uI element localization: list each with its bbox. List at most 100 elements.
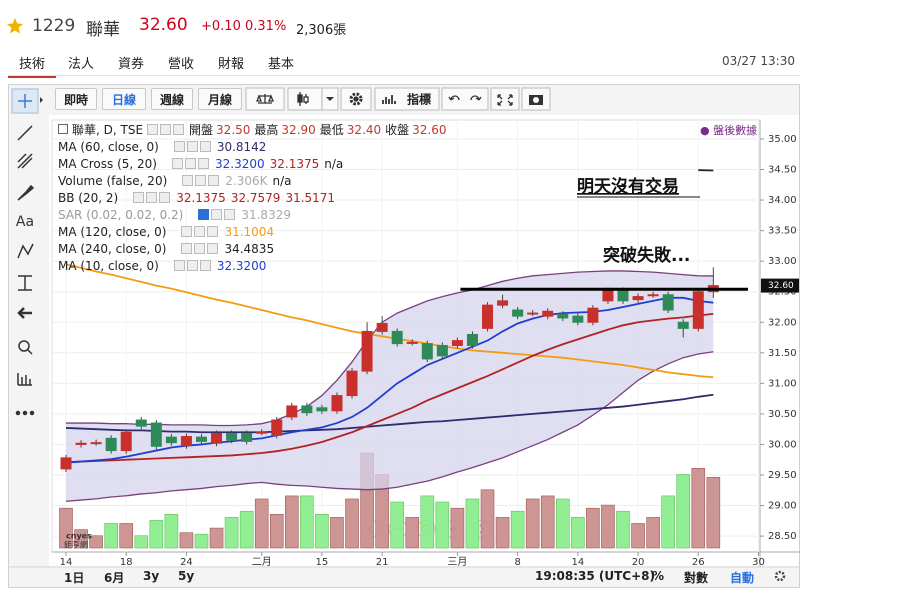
study-name[interactable]: SAR (0.02, 0.02, 0.2): [58, 208, 184, 222]
candle-body: [346, 370, 358, 397]
side-toolbar: [9, 85, 49, 567]
study-icon[interactable]: [184, 158, 196, 169]
candle-body: [436, 344, 448, 357]
candle-body: [75, 442, 87, 445]
indicator-label[interactable]: 指標: [407, 92, 431, 107]
study-icon[interactable]: [199, 141, 211, 152]
range-button[interactable]: 6月: [104, 571, 125, 585]
volume-bar: [345, 498, 359, 549]
study-icon[interactable]: [171, 158, 183, 169]
study-value: 34.4835: [224, 242, 275, 256]
study-icon[interactable]: [208, 175, 220, 186]
bottom-settings[interactable]: [774, 570, 786, 582]
study-icon[interactable]: [207, 243, 219, 254]
study-icon[interactable]: [195, 175, 207, 186]
interval-button[interactable]: 週線: [151, 88, 193, 110]
after-hours-link[interactable]: ● 盤後數據: [700, 123, 757, 137]
study-icon[interactable]: [159, 192, 171, 203]
study-value: 32.3200: [214, 157, 265, 171]
study-icon[interactable]: [224, 209, 236, 220]
tool-pattern[interactable]: [17, 243, 34, 259]
study-icon[interactable]: [181, 226, 193, 237]
study-icon[interactable]: [186, 141, 198, 152]
legend-icon[interactable]: [160, 124, 172, 135]
tool-line[interactable]: [17, 125, 33, 141]
volume-bar: [571, 517, 585, 549]
candle-body: [90, 442, 102, 445]
candle-body: [256, 431, 268, 434]
study-name[interactable]: MA (10, close, 0): [58, 259, 159, 273]
study-icon[interactable]: [186, 260, 198, 271]
study-icon[interactable]: [133, 192, 145, 203]
range-button[interactable]: 1日: [64, 571, 85, 585]
study-value: 31.8329: [241, 208, 291, 222]
study-icon[interactable]: [146, 192, 158, 203]
tool-crosshair[interactable]: [18, 94, 32, 108]
tool-crosshair-bg[interactable]: [11, 88, 39, 114]
collapse-icon[interactable]: [58, 124, 68, 134]
logo-brand: cnyes: [66, 532, 92, 541]
y-tick-label: 34.00: [768, 195, 797, 206]
volume-bar: [616, 510, 630, 549]
study-name[interactable]: Volume (false, 20): [58, 174, 168, 188]
study-name[interactable]: MA Cross (5, 20): [58, 157, 157, 171]
tool-text[interactable]: Aa: [16, 214, 34, 230]
ohlc-value: 32.50: [216, 123, 251, 137]
study-icon[interactable]: [173, 260, 185, 271]
study-icon[interactable]: [198, 209, 210, 220]
tool-zoom[interactable]: [18, 340, 30, 352]
x-tick-label: 26: [692, 557, 705, 568]
legend-icon[interactable]: [147, 124, 159, 135]
study-icon[interactable]: [182, 175, 194, 186]
indicator-line: [65, 296, 714, 464]
tool-measure[interactable]: [18, 275, 32, 291]
study-icon[interactable]: [211, 209, 223, 220]
tab[interactable]: 營收: [168, 57, 195, 72]
tab[interactable]: 基本: [268, 57, 295, 72]
interval-button[interactable]: 月線: [198, 88, 242, 110]
study-icon[interactable]: [173, 141, 185, 152]
interval-button[interactable]: 日線: [102, 88, 146, 110]
ohlc-value: 32.60: [412, 123, 447, 137]
study-name[interactable]: MA (240, close, 0): [58, 242, 167, 256]
percent-toggle[interactable]: %: [652, 569, 665, 583]
tool-fib[interactable]: [17, 153, 33, 169]
study-icon[interactable]: [181, 243, 193, 254]
range-button[interactable]: 3y: [143, 569, 160, 583]
tool-arrow[interactable]: [17, 307, 32, 319]
indicator-button[interactable]: [374, 87, 440, 111]
auto-toggle[interactable]: 自動: [730, 571, 755, 585]
tab[interactable]: 資券: [118, 57, 145, 72]
volume-bar: [119, 523, 134, 549]
fullscreen-button[interactable]: [490, 87, 520, 111]
study-name[interactable]: MA (60, close, 0): [58, 140, 159, 154]
study-icon[interactable]: [207, 226, 219, 237]
tool-brush[interactable]: [17, 184, 35, 201]
y-tick-label: 32.00: [768, 317, 797, 328]
study-icon[interactable]: [194, 243, 206, 254]
range-button[interactable]: 5y: [178, 569, 195, 583]
candle-body: [512, 309, 524, 317]
volume-bar: [661, 495, 675, 549]
volume-bar: [706, 477, 721, 549]
tab[interactable]: 財報: [218, 57, 245, 72]
study-name[interactable]: MA (120, close, 0): [58, 225, 167, 239]
study-icon[interactable]: [194, 226, 206, 237]
study-icon[interactable]: [197, 158, 209, 169]
undo-redo[interactable]: [441, 87, 489, 111]
tab[interactable]: 技術: [8, 53, 57, 78]
study-name[interactable]: BB (20, 2): [58, 191, 119, 205]
tab[interactable]: 法人: [68, 57, 95, 72]
candle-body: [361, 330, 373, 372]
logo-name: 鉅亨網: [64, 540, 88, 550]
log-toggle[interactable]: 對數: [684, 571, 709, 585]
volume-bar: [330, 517, 344, 549]
study-icon[interactable]: [199, 260, 211, 271]
legend-row: MA Cross (5, 20) 32.3200 32.1375 n/a: [58, 156, 447, 173]
favorite-star[interactable]: [6, 17, 24, 35]
bottom-bar: [9, 568, 799, 587]
tool-ruler[interactable]: [17, 373, 32, 386]
interval-button[interactable]: 即時: [55, 88, 97, 110]
legend-icon[interactable]: [173, 124, 185, 135]
volume-bar: [465, 498, 480, 549]
